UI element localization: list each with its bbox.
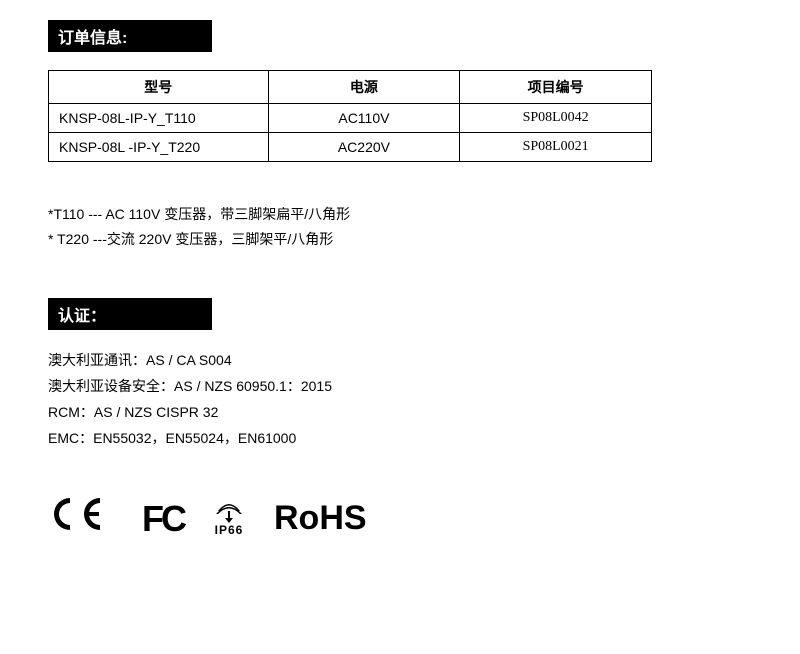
cell-item: SP08L0021: [460, 133, 652, 162]
cell-item: SP08L0042: [460, 104, 652, 133]
cert-line: 澳大利亚通讯：AS / CA S004: [48, 348, 752, 374]
table-row: KNSP-08L-IP-Y_T110 AC110V SP08L0042: [49, 104, 652, 133]
order-info-header: 订单信息:: [48, 20, 212, 52]
cert-line: 澳大利亚设备安全：AS / NZS 60950.1：2015: [48, 374, 752, 400]
certification-section: 认证： 澳大利亚通讯：AS / CA S004 澳大利亚设备安全：AS / NZ…: [48, 298, 752, 452]
cell-model: KNSP-08L-IP-Y_T110: [49, 104, 269, 133]
cell-power: AC220V: [268, 133, 460, 162]
ip66-text: IP66: [215, 523, 244, 537]
note-line: *T110 --- AC 110V 变压器，带三脚架扁平/八角形: [48, 202, 752, 227]
order-info-section: 订单信息: 型号 电源 项目编号 KNSP-08L-IP-Y_T110 AC11…: [48, 20, 752, 162]
rohs-logo-icon: RoHS: [274, 499, 367, 538]
ce-logo-icon: [52, 494, 112, 544]
table-header-row: 型号 电源 项目编号: [49, 71, 652, 104]
notes-section: *T110 --- AC 110V 变压器，带三脚架扁平/八角形 * T220 …: [48, 202, 752, 252]
note-line: * T220 ---交流 220V 变压器，三脚架平/八角形: [48, 227, 752, 252]
table-row: KNSP-08L -IP-Y_T220 AC220V SP08L0021: [49, 133, 652, 162]
col-header-model: 型号: [49, 71, 269, 104]
order-table: 型号 电源 项目编号 KNSP-08L-IP-Y_T110 AC110V SP0…: [48, 70, 652, 162]
cert-line: EMC：EN55032，EN55024，EN61000: [48, 426, 752, 452]
cell-model: KNSP-08L -IP-Y_T220: [49, 133, 269, 162]
fc-logo-icon: FC: [142, 498, 184, 540]
col-header-item: 项目编号: [460, 71, 652, 104]
col-header-power: 电源: [268, 71, 460, 104]
ip66-logo-icon: IP66: [214, 501, 244, 537]
certification-header: 认证：: [48, 298, 212, 330]
cell-power: AC110V: [268, 104, 460, 133]
certification-list: 澳大利亚通讯：AS / CA S004 澳大利亚设备安全：AS / NZS 60…: [48, 348, 752, 452]
cert-logos: FC IP66 RoHS: [48, 494, 752, 544]
cert-line: RCM：AS / NZS CISPR 32: [48, 400, 752, 426]
